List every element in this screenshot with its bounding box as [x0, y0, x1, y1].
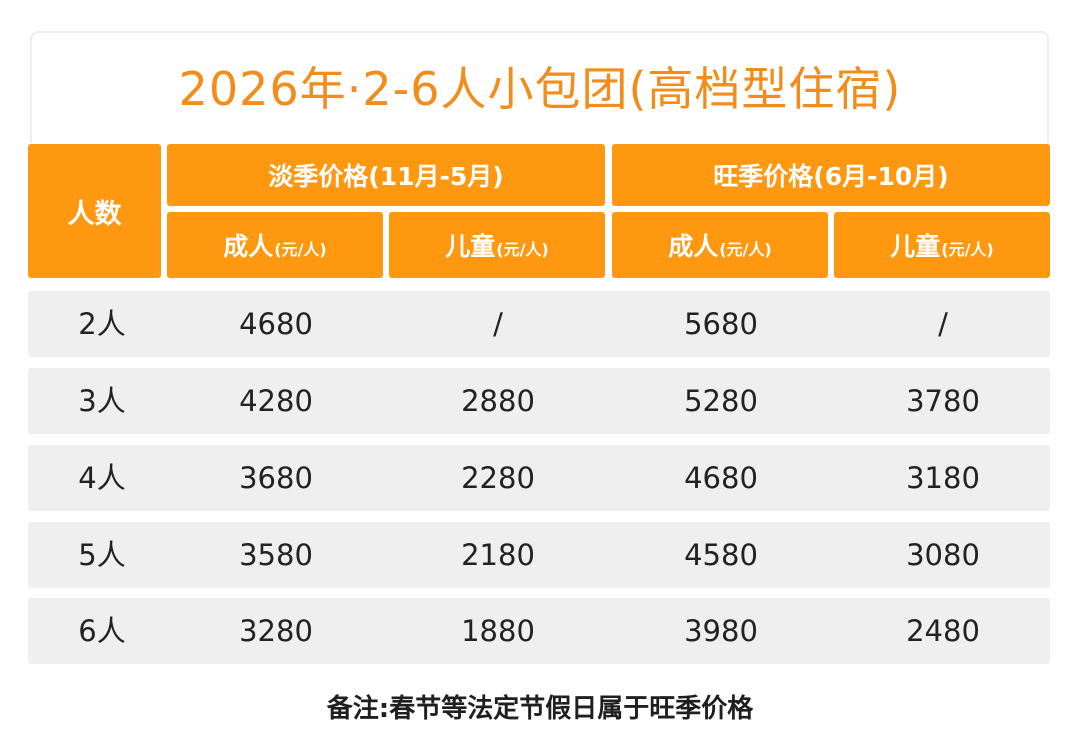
row-off-adult: 3580: [239, 538, 313, 572]
row-people: 4人: [78, 461, 126, 495]
row-peak-adult: 3980: [684, 614, 758, 648]
header-off-child-unit: (元/人): [496, 240, 549, 259]
row-off-adult: 4680: [239, 307, 313, 341]
header-peak-child-unit: (元/人): [941, 240, 994, 259]
table-row: 6人 3280 1880 3980 2480: [28, 598, 1050, 664]
header-peak-season: 旺季价格(6月-10月): [612, 144, 1050, 206]
header-off-season: 淡季价格(11月-5月): [167, 144, 605, 206]
row-people: 2人: [78, 307, 126, 341]
row-off-child: 2180: [461, 538, 535, 572]
row-off-child: 2280: [461, 461, 535, 495]
row-peak-adult: 5680: [684, 307, 758, 341]
row-off-adult: 3680: [239, 461, 313, 495]
footnote: 备注:春节等法定节假日属于旺季价格: [326, 694, 754, 724]
header-people: 人数: [28, 144, 161, 278]
header-peak-adult-label: 成人: [668, 232, 719, 261]
row-people: 3人: [78, 384, 126, 418]
title-frame: [30, 31, 1049, 143]
header-peak-child-label: 儿童: [890, 232, 941, 261]
table-row: 5人 3580 2180 4580 3080: [28, 522, 1050, 588]
header-peak-adult-unit: (元/人): [719, 240, 772, 259]
row-off-adult: 4280: [239, 384, 313, 418]
row-peak-child: 3180: [906, 461, 980, 495]
table-row: 4人 3680 2280 4680 3180: [28, 445, 1050, 511]
row-people: 6人: [78, 614, 126, 648]
header-off-adult-label: 成人: [223, 232, 274, 261]
row-peak-child: /: [938, 307, 948, 341]
row-off-adult: 3280: [239, 614, 313, 648]
row-peak-adult: 4580: [684, 538, 758, 572]
table-row: 3人 4280 2880 5280 3780: [28, 368, 1050, 434]
header-peak-season-label: 旺季价格(6月-10月): [713, 162, 949, 191]
row-off-child: 2880: [461, 384, 535, 418]
row-off-child: 1880: [461, 614, 535, 648]
row-people: 5人: [78, 538, 126, 572]
table-row: 2人 4680 / 5680 /: [28, 291, 1050, 357]
row-off-child: /: [493, 307, 503, 341]
header-off-adult: 成人 (元/人): [167, 212, 383, 278]
header-peak-adult: 成人 (元/人): [612, 212, 828, 278]
header-people-label: 人数: [67, 198, 122, 230]
page-title: 2026年·2-6人小包团(高档型住宿): [178, 62, 902, 116]
row-peak-child: 3780: [906, 384, 980, 418]
header-off-season-label: 淡季价格(11月-5月): [268, 162, 504, 191]
row-peak-adult: 5280: [684, 384, 758, 418]
header-off-child-label: 儿童: [445, 232, 496, 261]
header-off-adult-unit: (元/人): [274, 240, 327, 259]
header-peak-child: 儿童 (元/人): [834, 212, 1050, 278]
row-peak-child: 3080: [906, 538, 980, 572]
row-peak-child: 2480: [906, 614, 980, 648]
row-peak-adult: 4680: [684, 461, 758, 495]
header-off-child: 儿童 (元/人): [389, 212, 605, 278]
